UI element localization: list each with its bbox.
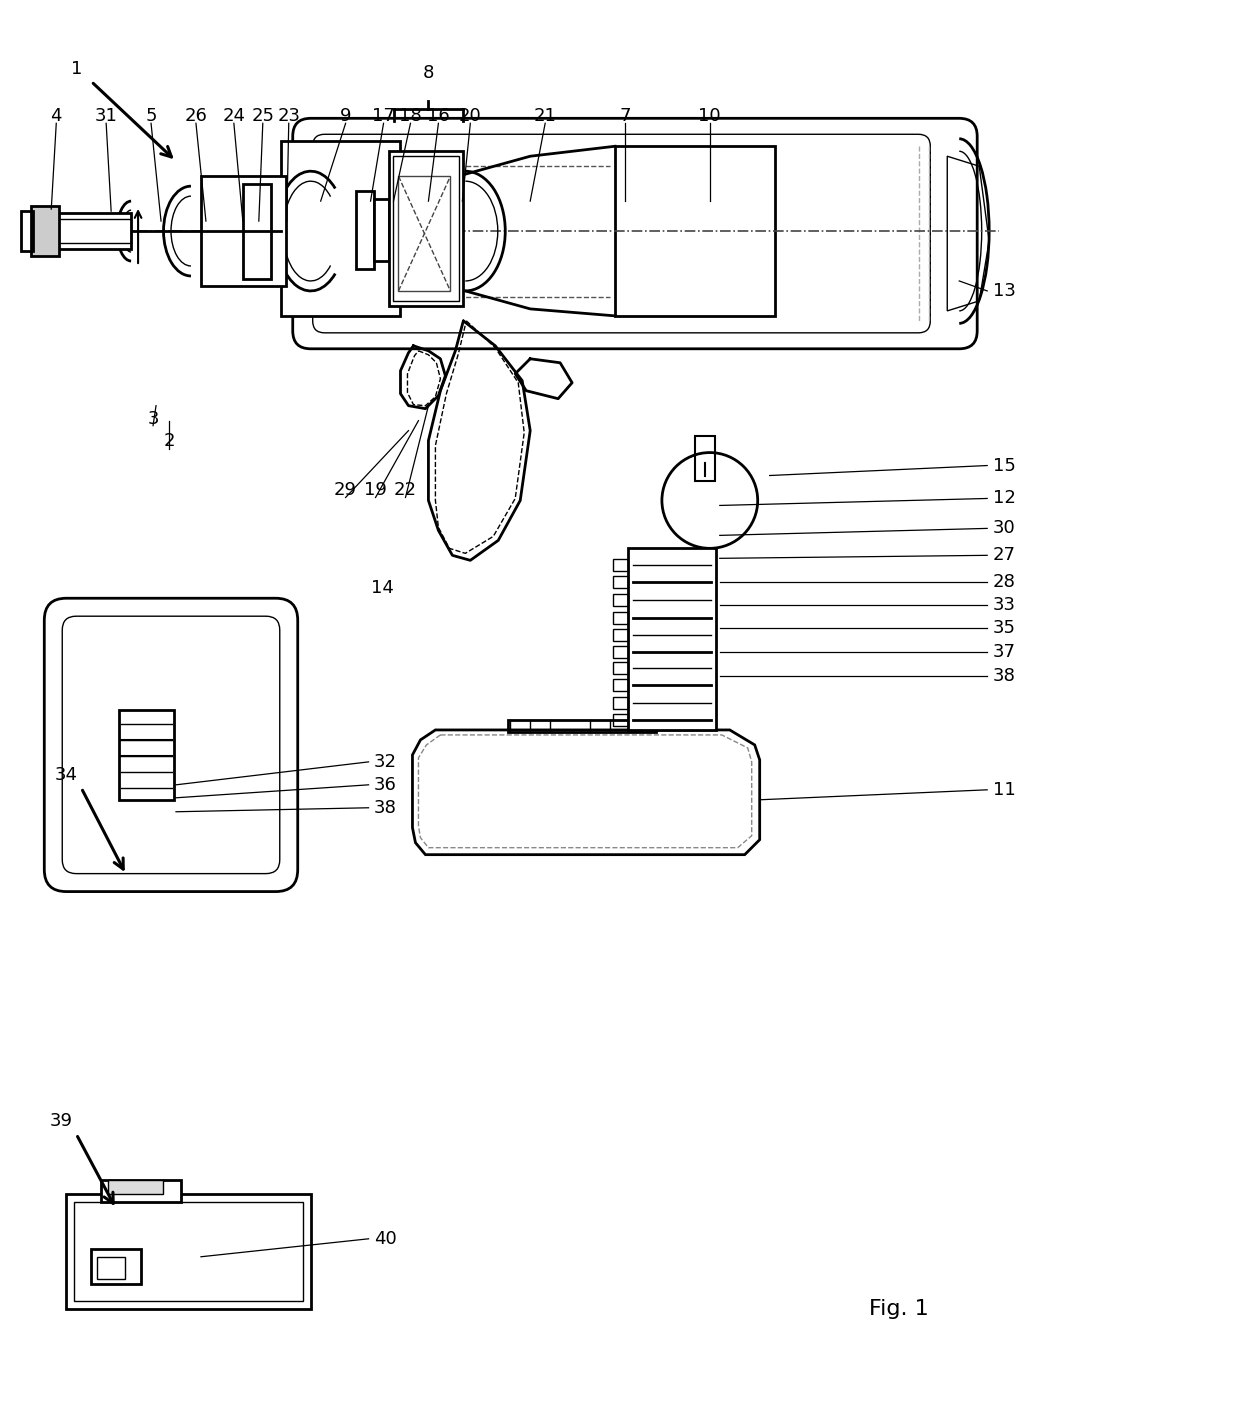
Circle shape bbox=[662, 452, 758, 548]
Text: Fig. 1: Fig. 1 bbox=[869, 1299, 929, 1319]
Bar bbox=[56, 218, 131, 242]
Bar bbox=[97, 1257, 125, 1279]
Bar bbox=[694, 435, 714, 480]
Bar bbox=[206, 185, 246, 279]
Text: 35: 35 bbox=[993, 619, 1016, 637]
Bar bbox=[201, 176, 285, 286]
Bar bbox=[613, 595, 627, 606]
Bar bbox=[508, 720, 656, 731]
Text: 39: 39 bbox=[50, 1112, 73, 1130]
Text: 17: 17 bbox=[372, 107, 396, 125]
Text: 37: 37 bbox=[993, 643, 1016, 661]
Text: 38: 38 bbox=[993, 666, 1016, 685]
Text: 33: 33 bbox=[993, 596, 1016, 614]
Bar bbox=[31, 206, 60, 256]
Text: 24: 24 bbox=[222, 107, 246, 125]
Text: 22: 22 bbox=[394, 482, 417, 499]
Text: 9: 9 bbox=[340, 107, 351, 125]
Bar bbox=[32, 207, 58, 255]
Bar bbox=[613, 559, 627, 571]
Text: 1: 1 bbox=[71, 61, 82, 79]
Bar bbox=[102, 1179, 181, 1202]
Bar bbox=[280, 141, 401, 316]
Bar bbox=[243, 185, 270, 279]
Text: 21: 21 bbox=[533, 107, 557, 125]
Bar bbox=[244, 185, 270, 278]
Text: 5: 5 bbox=[145, 107, 156, 125]
Bar bbox=[373, 199, 388, 261]
Text: 4: 4 bbox=[51, 107, 62, 125]
Text: 29: 29 bbox=[334, 482, 357, 499]
FancyBboxPatch shape bbox=[293, 118, 977, 349]
Bar bbox=[615, 147, 775, 316]
Text: 15: 15 bbox=[993, 457, 1016, 475]
Bar bbox=[613, 714, 627, 726]
Bar bbox=[393, 156, 459, 302]
Bar bbox=[21, 211, 33, 251]
Polygon shape bbox=[413, 730, 760, 855]
Text: 8: 8 bbox=[423, 65, 434, 82]
Bar bbox=[66, 1193, 311, 1309]
Text: 11: 11 bbox=[993, 781, 1016, 799]
Bar bbox=[356, 192, 373, 269]
Text: 34: 34 bbox=[55, 766, 78, 783]
Text: 7: 7 bbox=[619, 107, 631, 125]
Text: 28: 28 bbox=[993, 573, 1016, 592]
Text: 25: 25 bbox=[252, 107, 274, 125]
Text: 20: 20 bbox=[459, 107, 481, 125]
Text: 32: 32 bbox=[374, 752, 397, 771]
Text: 19: 19 bbox=[365, 482, 387, 499]
Bar bbox=[627, 548, 715, 730]
Text: 2: 2 bbox=[164, 431, 175, 449]
Text: 38: 38 bbox=[374, 799, 397, 817]
Text: 12: 12 bbox=[993, 489, 1016, 507]
Bar bbox=[613, 630, 627, 641]
Text: 16: 16 bbox=[427, 107, 450, 125]
Bar bbox=[108, 1179, 162, 1193]
Text: 18: 18 bbox=[399, 107, 422, 125]
Text: 3: 3 bbox=[148, 410, 159, 428]
Bar bbox=[613, 697, 627, 709]
Bar bbox=[613, 662, 627, 674]
Bar bbox=[74, 1202, 303, 1301]
Bar bbox=[56, 213, 131, 249]
Text: 14: 14 bbox=[371, 579, 394, 597]
Text: 40: 40 bbox=[374, 1230, 397, 1248]
Text: 10: 10 bbox=[698, 107, 722, 125]
Bar bbox=[613, 647, 627, 658]
Bar bbox=[613, 679, 627, 690]
Bar bbox=[119, 710, 174, 800]
Text: 13: 13 bbox=[993, 282, 1016, 300]
Bar bbox=[613, 612, 627, 624]
Bar bbox=[92, 1248, 141, 1284]
Text: 23: 23 bbox=[278, 107, 300, 125]
Text: 31: 31 bbox=[94, 107, 118, 125]
Text: 27: 27 bbox=[993, 547, 1016, 565]
Text: 36: 36 bbox=[374, 776, 397, 793]
Text: 30: 30 bbox=[993, 520, 1016, 537]
FancyBboxPatch shape bbox=[45, 599, 298, 892]
Bar bbox=[613, 576, 627, 589]
Text: 26: 26 bbox=[185, 107, 207, 125]
Bar bbox=[388, 151, 464, 306]
Bar bbox=[398, 176, 450, 290]
